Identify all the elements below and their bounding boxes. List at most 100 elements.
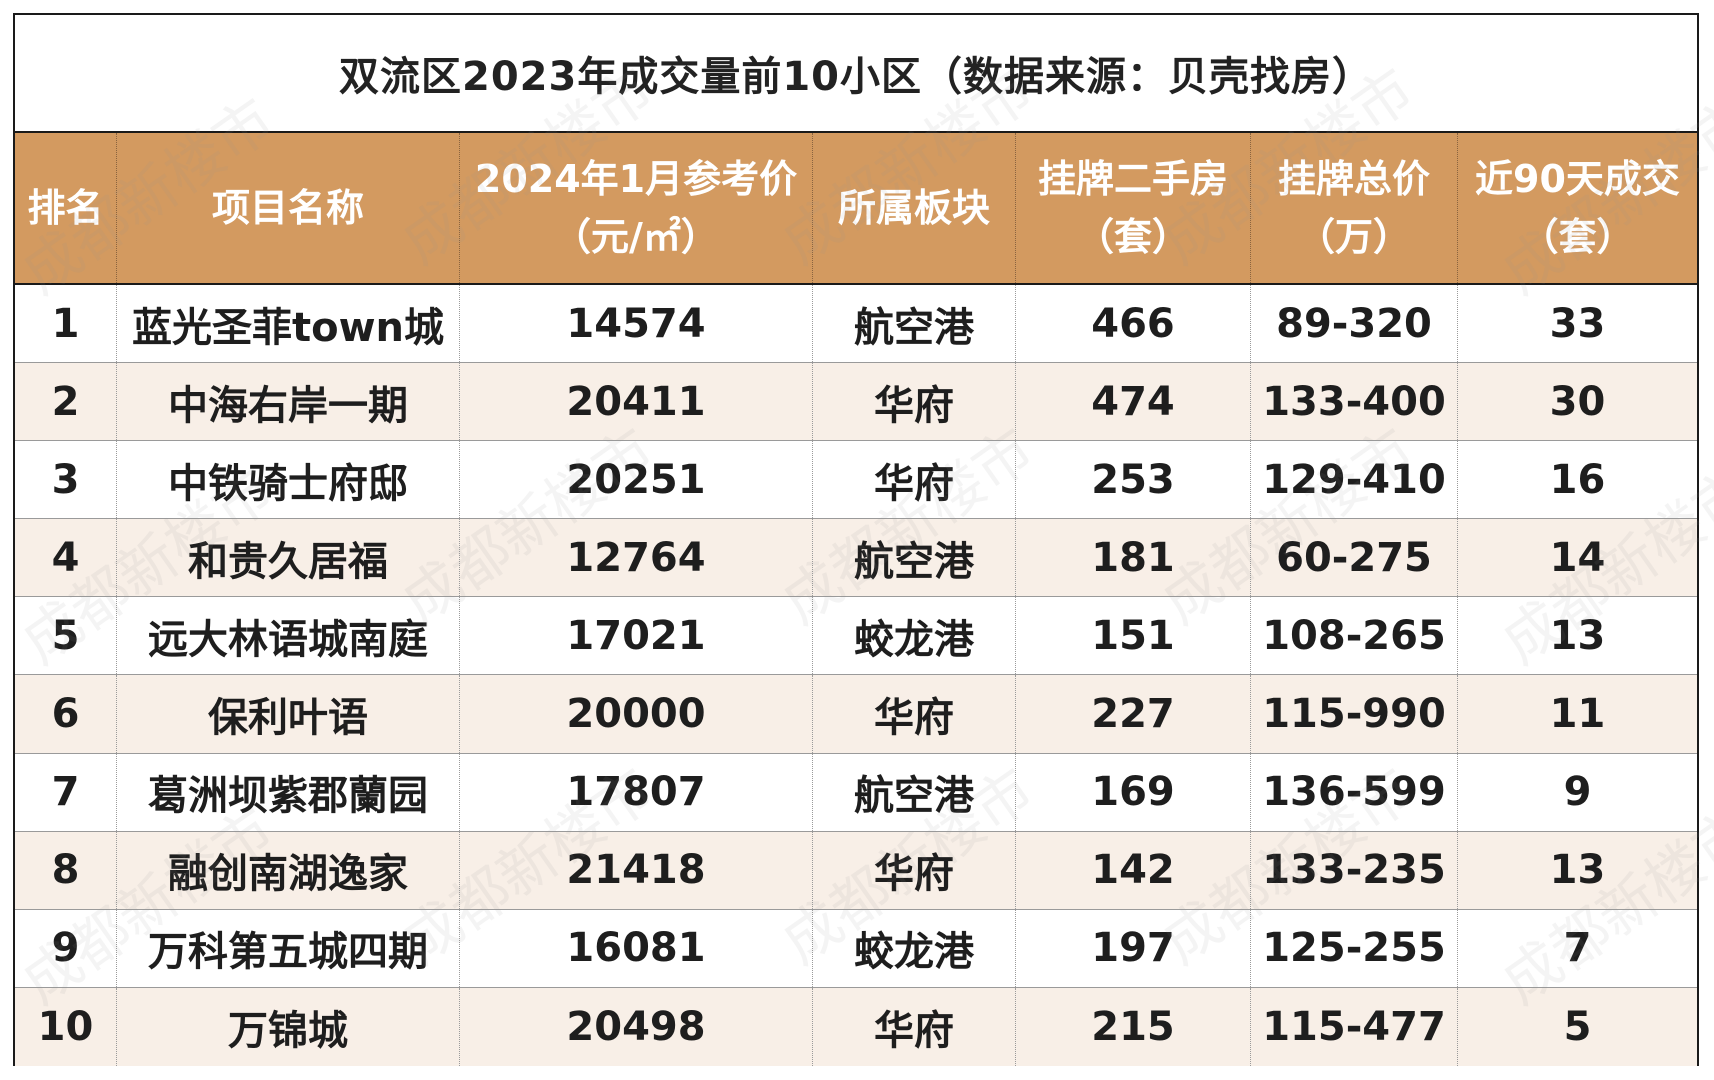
cell-district: 华府	[813, 831, 1016, 909]
cell-listings: 169	[1016, 753, 1251, 831]
table-header-row: 排名 项目名称 2024年1月参考价 （元/㎡） 所属板块 挂牌二手房 （套） …	[15, 133, 1697, 285]
cell-listings: 215	[1016, 987, 1251, 1066]
cell-reference-price: 14574	[460, 285, 813, 363]
cell-district: 航空港	[813, 753, 1016, 831]
cell-reference-price: 16081	[460, 909, 813, 987]
cell-rank: 10	[15, 987, 117, 1066]
header-recent-deals-unit: （套）	[1520, 215, 1635, 259]
cell-project-name: 和贵久居福	[117, 519, 460, 597]
cell-total-price: 125-255	[1251, 909, 1458, 987]
header-listings-unit: （套）	[1075, 215, 1190, 259]
cell-project-name: 远大林语城南庭	[117, 597, 460, 675]
cell-district: 航空港	[813, 285, 1016, 363]
cell-total-price: 129-410	[1251, 441, 1458, 519]
cell-recent-deals: 5	[1563, 1003, 1592, 1050]
table-row: 5 远大林语城南庭 17021 蛟龙港 151 108-265 13	[15, 597, 1697, 676]
cell-recent-deals: 33	[1549, 300, 1606, 347]
cell-total-price: 89-320	[1251, 285, 1458, 363]
table-title: 双流区2023年成交量前10小区（数据来源：贝壳找房）	[15, 15, 1697, 133]
cell-district: 华府	[813, 987, 1016, 1066]
cell-rank: 2	[15, 363, 117, 441]
header-recent-deals-label: 近90天成交	[1475, 157, 1680, 201]
cell-listings: 151	[1016, 597, 1251, 675]
cell-recent-deals: 14	[1549, 534, 1606, 581]
cell-recent-deals: 13	[1549, 612, 1606, 659]
cell-project-name: 葛洲坝紫郡蘭园	[117, 753, 460, 831]
cell-project-name: 中铁骑士府邸	[117, 441, 460, 519]
cell-rank: 9	[15, 909, 117, 987]
header-listings: 挂牌二手房 （套）	[1016, 133, 1251, 283]
cell-total-price: 108-265	[1251, 597, 1458, 675]
header-listings-label: 挂牌二手房	[1037, 157, 1228, 201]
cell-rank: 5	[15, 597, 117, 675]
table-row: 3 中铁骑士府邸 20251 华府 253 129-410 16	[15, 441, 1697, 520]
cell-listings: 227	[1016, 675, 1251, 753]
cell-project-name: 保利叶语	[117, 675, 460, 753]
table-row: 1 蓝光圣菲town城 14574 航空港 466 89-320 33	[15, 285, 1697, 364]
cell-project-name: 蓝光圣菲town城	[117, 285, 460, 363]
header-project-name-label: 项目名称	[211, 186, 364, 230]
cell-reference-price: 20000	[460, 675, 813, 753]
cell-reference-price: 17021	[460, 597, 813, 675]
ranking-table: 双流区2023年成交量前10小区（数据来源：贝壳找房） 排名 项目名称 2024…	[13, 13, 1699, 1066]
cell-district: 蛟龙港	[813, 597, 1016, 675]
cell-rank: 4	[15, 519, 117, 597]
cell-project-name: 万科第五城四期	[117, 909, 460, 987]
cell-district: 华府	[813, 441, 1016, 519]
table-body: 1 蓝光圣菲town城 14574 航空港 466 89-320 33 2 中海右岸一期 2041…	[15, 285, 1697, 1066]
cell-recent-deals: 16	[1549, 456, 1606, 503]
cell-rank: 3	[15, 441, 117, 519]
cell-district: 航空港	[813, 519, 1016, 597]
cell-total-price: 60-275	[1251, 519, 1458, 597]
cell-rank: 6	[15, 675, 117, 753]
cell-district: 蛟龙港	[813, 909, 1016, 987]
table-row: 9 万科第五城四期 16081 蛟龙港 197 125-255 7	[15, 909, 1697, 988]
cell-reference-price: 12764	[460, 519, 813, 597]
header-total-price-label: 挂牌总价	[1277, 157, 1430, 201]
cell-listings: 253	[1016, 441, 1251, 519]
cell-reference-price: 20251	[460, 441, 813, 519]
header-recent-deals: 近90天成交 （套）	[1458, 133, 1697, 283]
cell-rank: 8	[15, 831, 117, 909]
cell-recent-deals: 13	[1549, 847, 1606, 894]
cell-listings: 466	[1016, 285, 1251, 363]
cell-total-price: 136-599	[1251, 753, 1458, 831]
cell-reference-price: 17807	[460, 753, 813, 831]
cell-district: 华府	[813, 363, 1016, 441]
header-total-price-unit: （万）	[1296, 215, 1411, 259]
cell-recent-deals: 9	[1563, 769, 1592, 816]
table-row: 2 中海右岸一期 20411 华府 474 133-400 30	[15, 363, 1697, 442]
header-reference-price-unit: （元/㎡）	[553, 215, 719, 259]
cell-total-price: 115-477	[1251, 987, 1458, 1066]
cell-total-price: 115-990	[1251, 675, 1458, 753]
cell-recent-deals: 30	[1549, 378, 1606, 425]
cell-recent-deals: 11	[1549, 691, 1606, 738]
cell-rank: 1	[15, 285, 117, 363]
header-rank: 排名	[15, 133, 117, 283]
cell-rank: 7	[15, 753, 117, 831]
cell-district: 华府	[813, 675, 1016, 753]
cell-project-name: 中海右岸一期	[117, 363, 460, 441]
header-total-price: 挂牌总价 （万）	[1251, 133, 1458, 283]
cell-recent-deals: 7	[1563, 925, 1592, 972]
cell-reference-price: 20411	[460, 363, 813, 441]
table-row: 10 万锦城 20498 华府 215 115-477 5	[15, 987, 1697, 1066]
cell-listings: 181	[1016, 519, 1251, 597]
cell-project-name: 融创南湖逸家	[117, 831, 460, 909]
cell-listings: 197	[1016, 909, 1251, 987]
header-district: 所属板块	[813, 133, 1016, 283]
cell-listings: 142	[1016, 831, 1251, 909]
cell-reference-price: 21418	[460, 831, 813, 909]
cell-listings: 474	[1016, 363, 1251, 441]
cell-project-name: 万锦城	[117, 987, 460, 1066]
table-row: 8 融创南湖逸家 21418 华府 142 133-235 13	[15, 831, 1697, 910]
table-row: 6 保利叶语 20000 华府 227 115-990 11	[15, 675, 1697, 754]
cell-total-price: 133-235	[1251, 831, 1458, 909]
header-reference-price: 2024年1月参考价 （元/㎡）	[460, 133, 813, 283]
header-rank-label: 排名	[27, 186, 104, 230]
table-row: 4 和贵久居福 12764 航空港 181 60-275 14	[15, 519, 1697, 598]
table-row: 7 葛洲坝紫郡蘭园 17807 航空港 169 136-599 9	[15, 753, 1697, 832]
header-project-name: 项目名称	[117, 133, 460, 283]
cell-total-price: 133-400	[1251, 363, 1458, 441]
header-district-label: 所属板块	[837, 186, 990, 230]
